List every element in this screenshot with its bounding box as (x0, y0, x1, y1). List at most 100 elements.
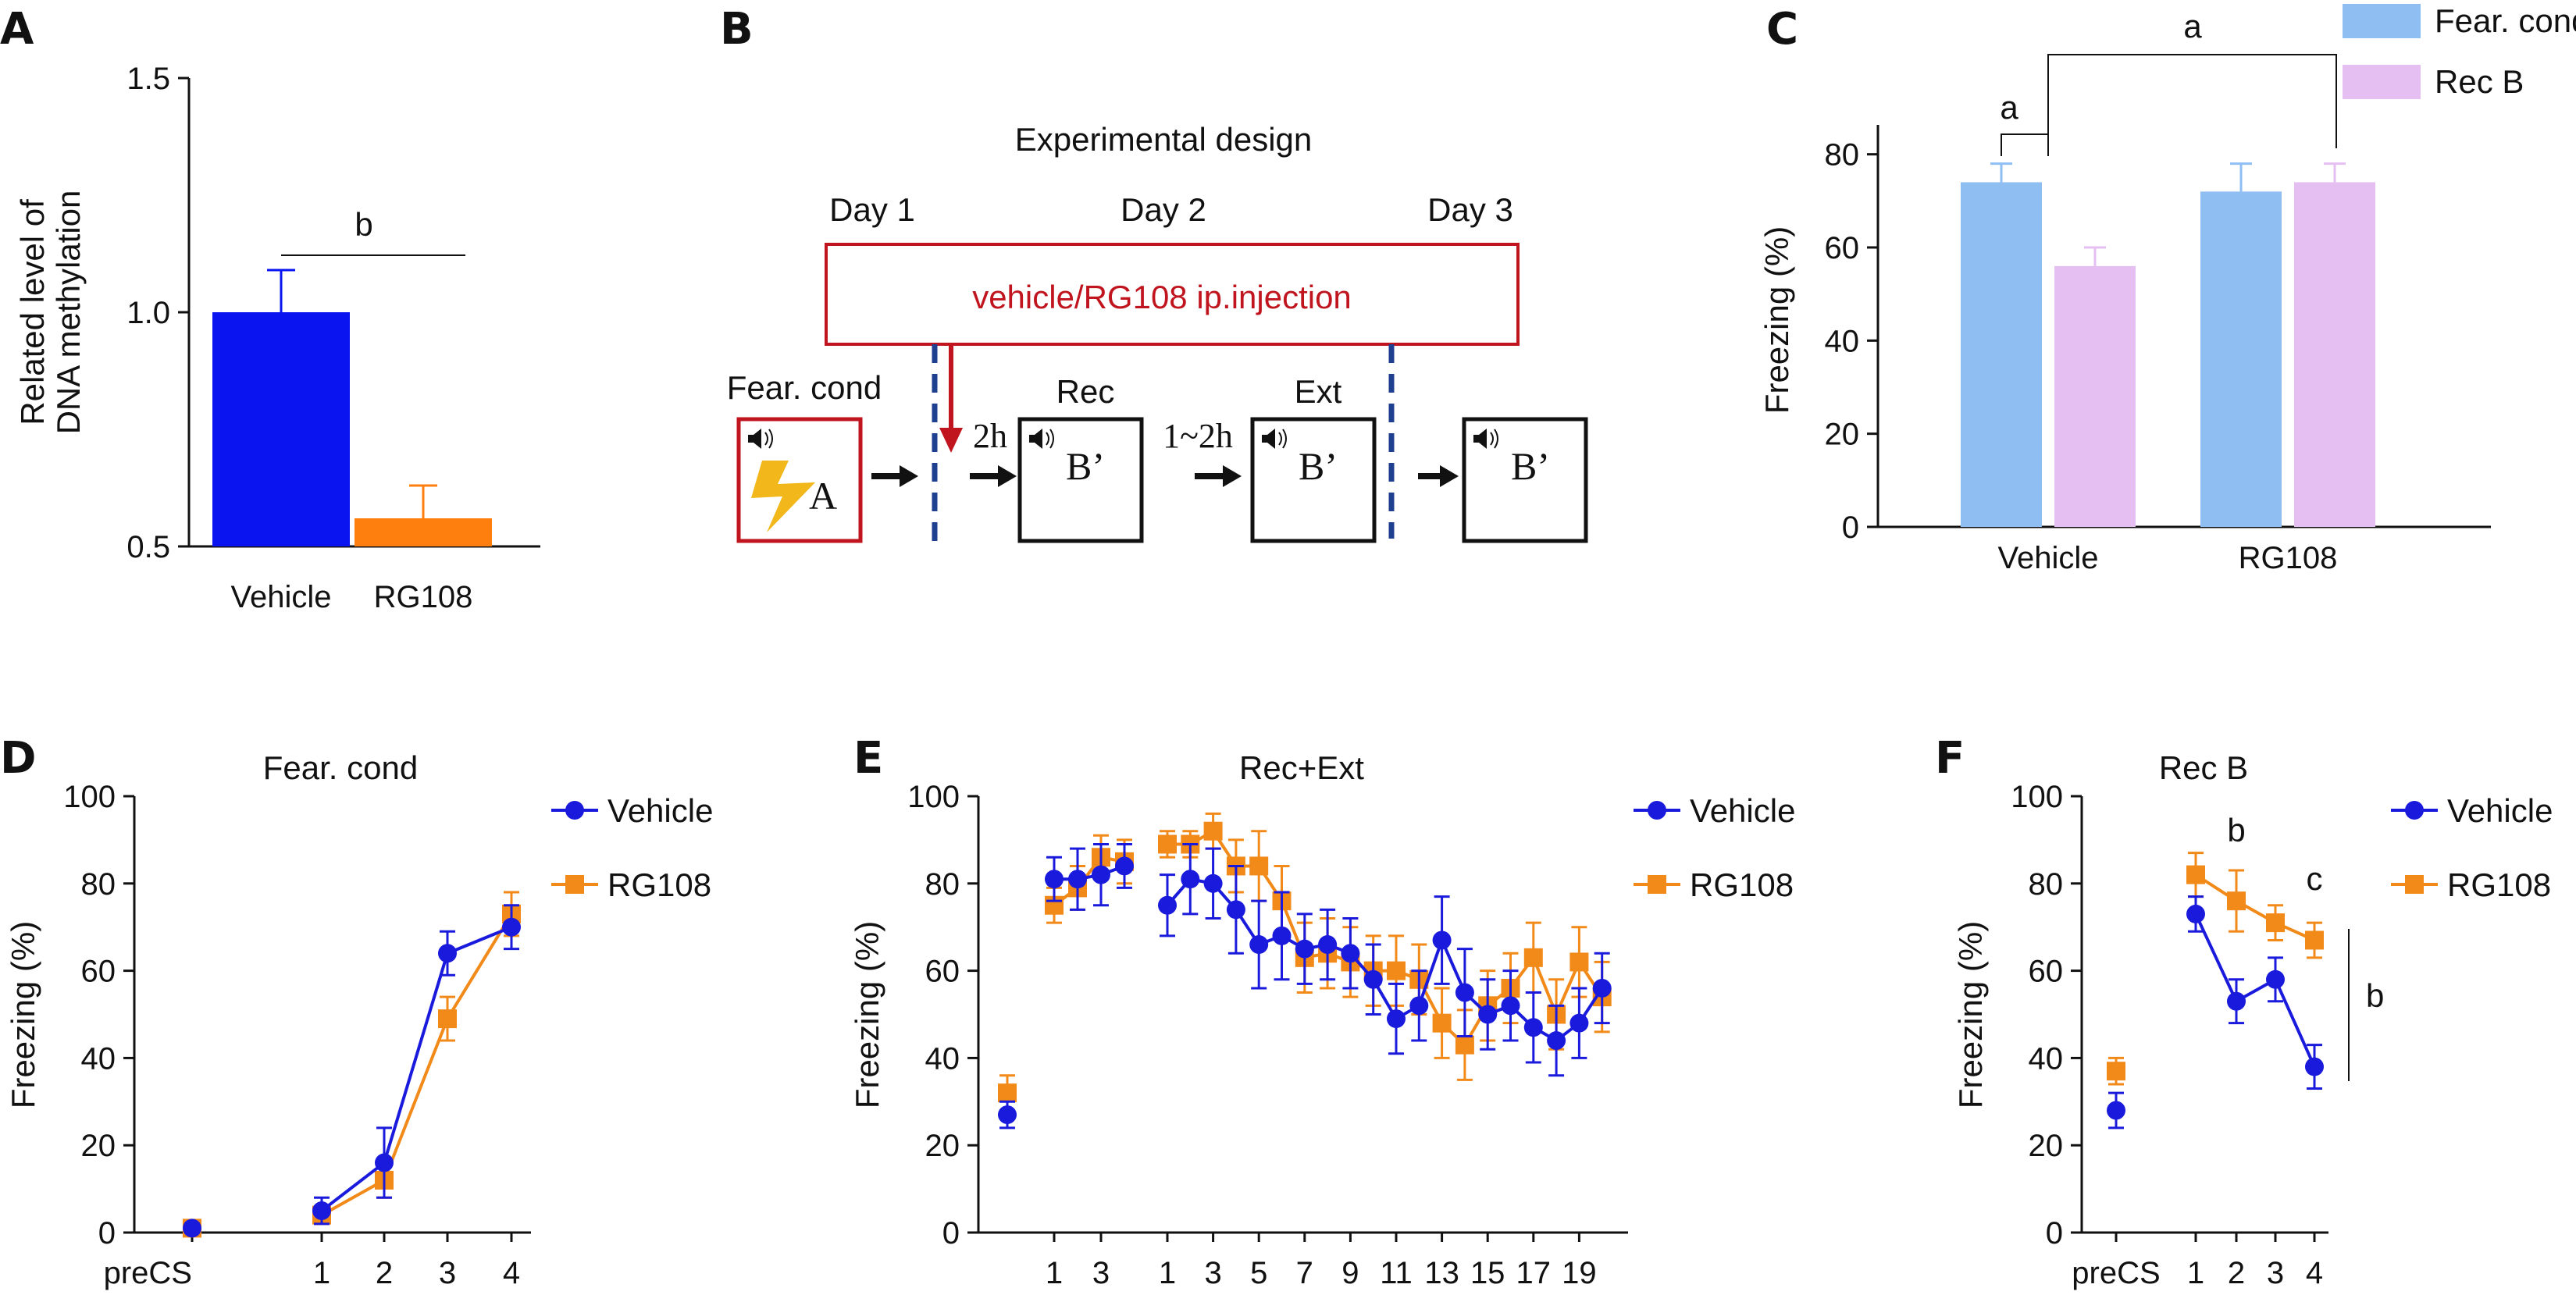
significance-label: a (2183, 8, 2202, 44)
x-tick-label: 3 (2267, 1256, 2284, 1290)
panel-a-chart: 0.5 1.0 1.5 Vehicle RG108 b Related level ofDN… (14, 62, 540, 614)
chart-title: Rec+Ext (1239, 749, 1364, 786)
data-point-vehicle (1158, 895, 1177, 915)
x-tick-label: 5 (1250, 1256, 1267, 1290)
data-point-vehicle (1501, 996, 1520, 1016)
legend-marker (565, 801, 584, 820)
x-tick-label: 1 (313, 1256, 330, 1290)
x-tick-label: 2 (376, 1256, 393, 1290)
y-tick-label: 100 (2011, 780, 2063, 814)
significance-label: b (355, 206, 372, 243)
significance-label: b (2227, 812, 2245, 849)
data-point-vehicle (1295, 939, 1314, 959)
data-point-vehicle (2186, 904, 2205, 923)
panel-letter-d: D (0, 733, 36, 784)
x-tick-label: preCS (104, 1256, 192, 1290)
data-point-pre-vehicle (998, 1105, 1017, 1125)
legend-marker (2405, 875, 2424, 894)
legend-marker (1648, 801, 1666, 820)
bar-rec-b-rg108 (2294, 182, 2375, 527)
x-tick-label: 1 (1159, 1256, 1176, 1290)
y-axis-label-line-1: Related level of (14, 199, 51, 425)
x-tick-label: Vehicle (231, 580, 332, 614)
y-tick-label: 60 (2029, 955, 2064, 989)
y-tick-label: 60 (1825, 231, 1860, 265)
speaker-icon (1262, 429, 1287, 449)
legend-swatch (2343, 4, 2421, 38)
x-tick-label: RG108 (374, 580, 473, 614)
data-point-rg108 (2227, 891, 2246, 911)
context-b-box-2 (1250, 417, 1377, 543)
y-tick-label: 20 (925, 1129, 960, 1163)
x-tick-label: 15 (1470, 1256, 1505, 1290)
data-point-vehicle (312, 1201, 331, 1221)
context-b-box-1 (1017, 417, 1144, 543)
series-line-rg108 (321, 913, 513, 1217)
panel-d-chart: 0 20 40 60 80 100 preCS 1 2 3 4 Fear. cond Vehicle RG… (5, 749, 713, 1290)
legend-label: Fear. cond (2435, 2, 2576, 39)
design-title: Experimental design (1015, 121, 1313, 158)
x-tick-label: 2 (2228, 1256, 2245, 1290)
data-point-vehicle (1092, 865, 1110, 884)
legend-label: Vehicle (2447, 792, 2553, 829)
data-point-vehicle (1455, 983, 1474, 1002)
y-axis-label: Freezing (%) (1952, 921, 1989, 1108)
data-point-vehicle (2107, 1101, 2125, 1120)
significance-label: b (2366, 977, 2384, 1014)
data-point-pre-rg108 (998, 1083, 1017, 1103)
y-tick-label: 0 (2046, 1216, 2063, 1251)
legend-label: RG108 (1690, 866, 1794, 903)
significance-bracket-2 (2047, 54, 2337, 156)
bar-rg108 (355, 518, 492, 546)
y-tick-label: 40 (2029, 1041, 2064, 1076)
chart-title: Rec B (2159, 749, 2248, 786)
data-point-vehicle (1387, 1009, 1406, 1029)
y-axis-label: Related level ofDNA methylation (14, 190, 87, 435)
legend-label: RG108 (2447, 866, 2551, 903)
x-tick-label: Vehicle (1998, 541, 2099, 575)
data-point-vehicle (1547, 1031, 1566, 1051)
data-point-vehicle (1045, 870, 1064, 889)
y-tick-label: 0.5 (126, 530, 170, 564)
rec-label: Rec (1056, 373, 1115, 410)
y-tick-label: 0 (98, 1216, 116, 1251)
y-tick-label: 1.5 (126, 62, 170, 96)
data-point-vehicle (375, 1153, 394, 1172)
x-tick-label: 1 (1046, 1256, 1063, 1290)
series-line-vehicle (2194, 913, 2316, 1068)
data-point-rg108 (1455, 1035, 1474, 1055)
y-axis-label: Freezing (%) (1758, 226, 1795, 414)
injection-label: vehicle/RG108 ip.injection (972, 279, 1352, 315)
lightning-icon (751, 461, 815, 532)
series-line-vehicle (320, 925, 512, 1212)
series-line-rec-rg108 (1053, 856, 1125, 907)
x-tick-label: 11 (1380, 1256, 1413, 1290)
context-a-box (736, 417, 863, 543)
panel-f-chart: 0 20 40 60 80 100 preCS 1 2 3 4 b c b Rec B Vehicle RG10… (1952, 749, 2553, 1290)
panel-letter-c: C (1766, 4, 1798, 55)
data-point-rg108 (1387, 961, 1406, 980)
data-point-vehicle (1409, 996, 1429, 1016)
y-tick-label: 1.0 (126, 296, 170, 330)
x-tick-label: 3 (1204, 1256, 1221, 1290)
y-tick-label: 60 (925, 955, 960, 989)
data-point-vehicle (2305, 1057, 2324, 1076)
x-tick-label: 19 (1562, 1256, 1597, 1290)
data-point-vehicle (1592, 978, 1612, 998)
gap-2h-label: 2h (973, 417, 1007, 455)
series-line-rg108 (2194, 873, 2315, 942)
data-point-rg108 (2305, 930, 2324, 950)
y-tick-label: 80 (925, 867, 960, 902)
legend-label: Vehicle (607, 792, 713, 829)
data-point-vehicle (1341, 944, 1360, 963)
panel-letter-f: F (1935, 733, 1965, 784)
y-axis-label: Freezing (%) (849, 921, 885, 1108)
data-point-rg108 (1158, 834, 1177, 854)
data-point-rg108 (1523, 948, 1543, 967)
bar-vehicle (212, 312, 350, 546)
x-tick-label: 7 (1296, 1256, 1313, 1290)
x-tick-label: 17 (1516, 1256, 1552, 1290)
panel-c-chart: 0 20 40 60 80 Vehicle RG108 a a Fear. cond Rec B Fr… (1758, 2, 2576, 575)
